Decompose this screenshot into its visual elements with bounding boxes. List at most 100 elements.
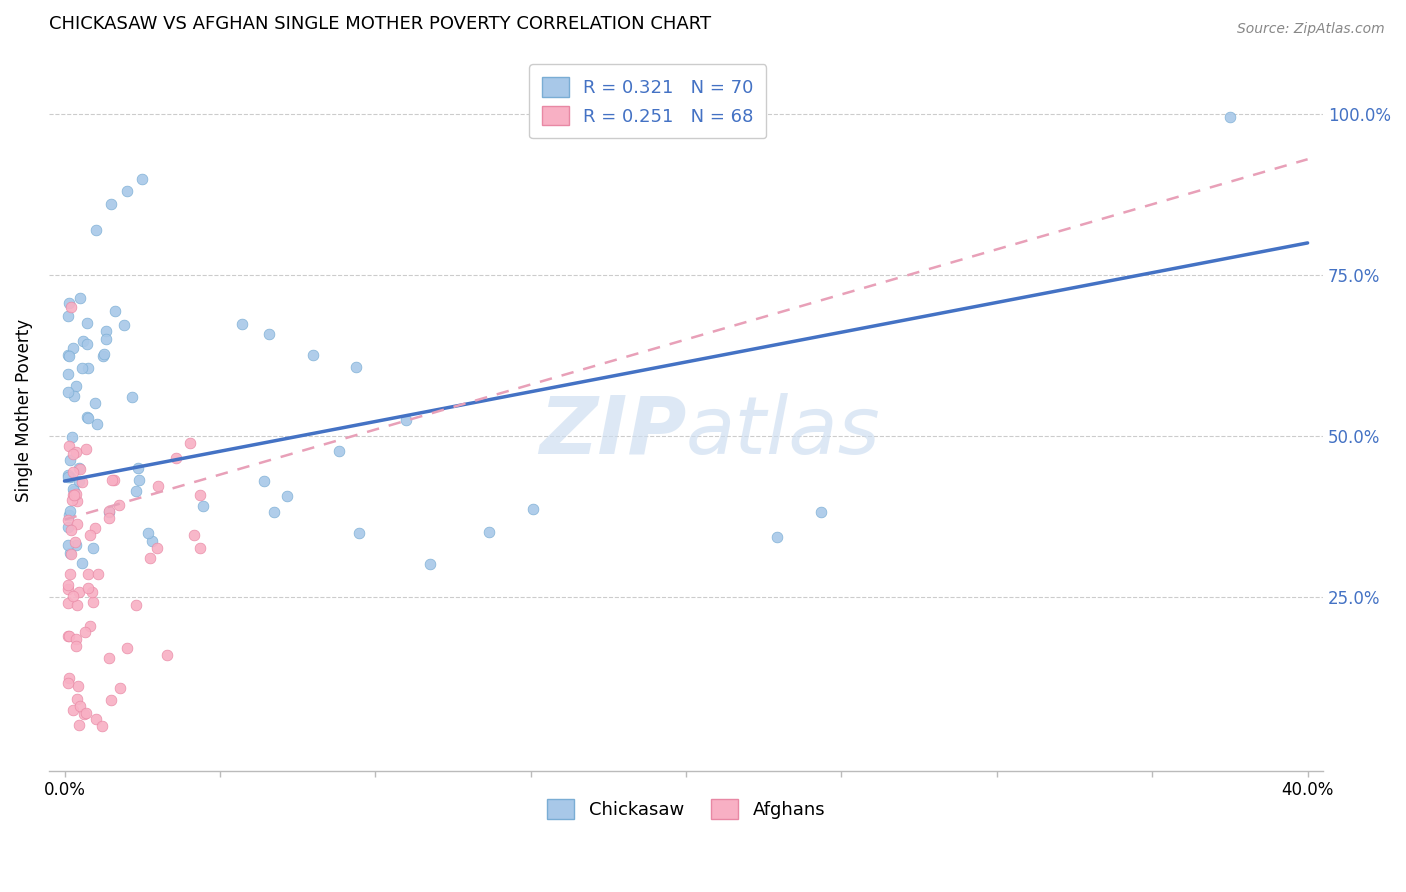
Point [65,538,87,552]
Point [121,390,143,404]
Point [302,348,325,362]
Point [56,578,79,592]
Point [90,718,112,732]
Legend: Chickasaw, Afghans: Chickasaw, Afghans [540,792,832,827]
Point [59,566,82,581]
Point [97,511,120,525]
Point [56,629,79,643]
Point [56,596,79,610]
Point [58,671,80,685]
Point [98,650,121,665]
Point [56,385,79,400]
Point [190,541,212,556]
Point [96,332,118,346]
Point [65,487,87,501]
Point [97,505,120,519]
Point [62,589,84,603]
Point [65,494,87,508]
Point [56,582,79,596]
Point [94,325,117,339]
Point [56,470,79,484]
Point [127,460,149,475]
Point [58,349,80,363]
Point [65,632,87,646]
Point [58,508,80,522]
Point [60,493,83,508]
Point [125,483,148,498]
Point [82,541,104,555]
Point [139,550,162,565]
Point [77,411,100,425]
Point [59,545,82,559]
Point [73,706,96,721]
Point [100,693,122,707]
Point [56,468,79,483]
Point [419,558,441,572]
Point [1219,111,1241,125]
Point [70,360,93,375]
Point [347,526,370,541]
Point [56,538,79,552]
Point [328,444,350,458]
Point [91,349,114,363]
Point [77,567,100,582]
Point [56,309,79,323]
Point [65,378,87,392]
Point [72,334,94,348]
Point [179,436,201,450]
Point [69,461,91,475]
Point [84,396,107,410]
Point [67,474,90,488]
Point [253,474,276,488]
Point [124,599,146,613]
Point [76,316,98,330]
Point [263,505,285,519]
Point [58,452,80,467]
Point [58,629,80,643]
Point [110,681,132,695]
Point [58,295,80,310]
Point [75,706,97,720]
Point [522,502,544,516]
Point [478,524,501,539]
Point [58,470,80,484]
Point [62,389,84,403]
Point [62,488,84,502]
Point [58,676,80,690]
Point [82,595,104,609]
Point [58,519,80,533]
Point [165,451,187,466]
Point [344,360,367,375]
Point [63,488,86,502]
Point [79,528,101,542]
Point [83,521,105,535]
Point [76,409,98,424]
Point [103,303,125,318]
Point [59,504,82,518]
Point [67,461,90,475]
Point [66,516,89,531]
Point [60,430,83,444]
Point [70,475,93,489]
Point [66,599,89,613]
Point [136,526,159,541]
Point [65,639,87,653]
Point [128,474,150,488]
Point [56,367,79,381]
Point [62,341,84,355]
Point [56,348,79,362]
Point [146,479,169,493]
Point [62,484,84,499]
Point [62,447,84,461]
Point [395,413,418,427]
Point [259,326,281,341]
Point [183,528,205,542]
Point [101,473,124,487]
Point [76,360,98,375]
Text: ZIP: ZIP [538,392,686,471]
Point [191,500,214,514]
Point [87,567,110,582]
Point [115,641,138,656]
Point [65,445,87,459]
Point [231,318,253,332]
